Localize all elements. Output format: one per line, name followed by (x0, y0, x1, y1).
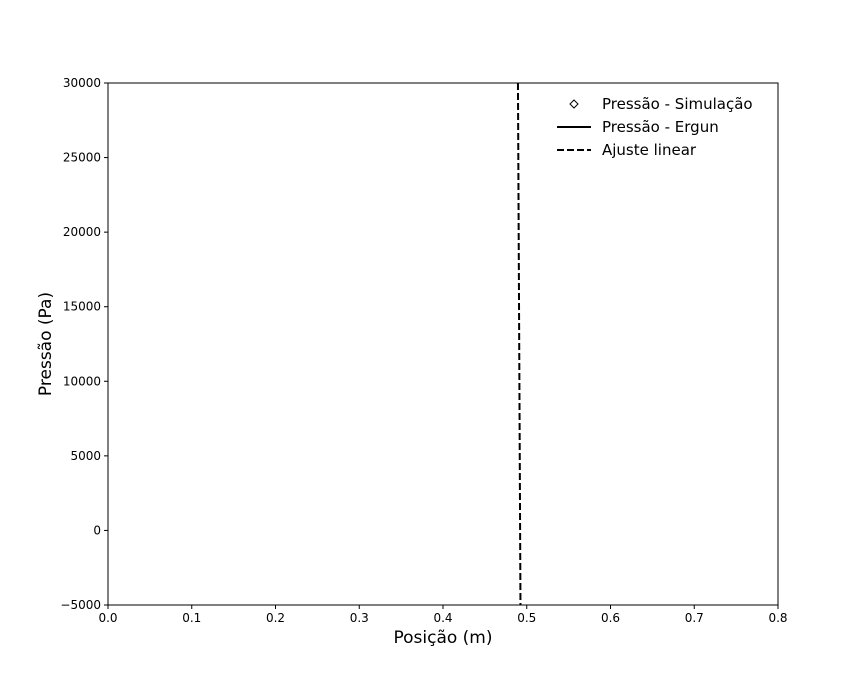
y-tick-label: 0 (93, 523, 101, 537)
x-axis-title: Posição (m) (393, 628, 492, 648)
y-tick-label: 30000 (63, 76, 101, 90)
y-tick-label: −5000 (60, 598, 101, 612)
series-line-ajuste-linear (516, 82, 522, 606)
x-tick-label: 0.1 (182, 611, 201, 625)
x-tick-label: 0.5 (517, 611, 536, 625)
legend-label: Ajuste linear (602, 141, 697, 159)
legend-label: Pressão - Ergun (602, 118, 719, 136)
y-axis-title: Pressão (Pa) (36, 292, 56, 396)
y-tick-label: 5000 (70, 449, 101, 463)
y-tick-label: 25000 (63, 151, 101, 165)
plot-area (516, 82, 522, 606)
legend: Pressão - Simulação Pressão - Ergun Ajuste… (557, 95, 753, 159)
y-tick-label: 10000 (63, 374, 101, 388)
y-tick-label: 15000 (63, 300, 101, 314)
x-tick-label: 0.8 (768, 611, 787, 625)
legend-marker-diamond (569, 99, 579, 109)
axes: 0.0 0.1 0.2 0.3 0.4 0.5 0.6 0.7 0.8 −5000 0 5000 100… (60, 76, 787, 625)
x-tick-label: 0.3 (350, 611, 369, 625)
x-tick-label: 0.6 (601, 611, 620, 625)
x-tick-label: 0.4 (433, 611, 452, 625)
x-tick-label: 0.2 (266, 611, 285, 625)
y-tick-label: 20000 (63, 225, 101, 239)
x-tick-label: 0.0 (98, 611, 117, 625)
x-tick-label: 0.7 (685, 611, 704, 625)
legend-label: Pressão - Simulação (602, 95, 753, 113)
